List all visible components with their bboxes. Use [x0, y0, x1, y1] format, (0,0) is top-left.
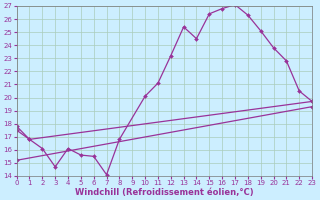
X-axis label: Windchill (Refroidissement éolien,°C): Windchill (Refroidissement éolien,°C)	[75, 188, 254, 197]
